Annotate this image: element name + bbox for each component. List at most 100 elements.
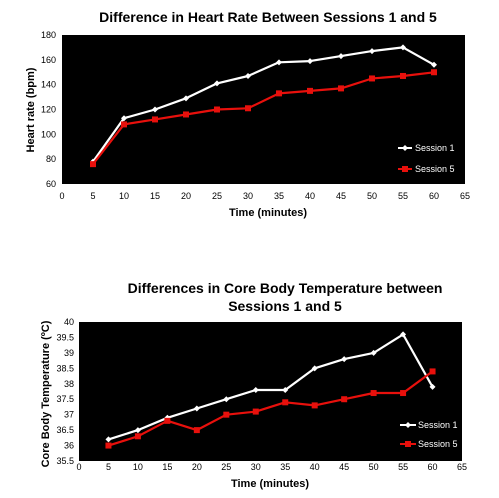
data-point-session1: [193, 405, 200, 412]
y-tick-label: 38: [64, 379, 74, 389]
y-tick-label: 38.5: [56, 363, 74, 373]
data-point-session5: [121, 121, 127, 128]
y-tick-labels: 35.5 36 36.5 37 37.5 38 38.5 39 39.5 40: [56, 317, 74, 466]
x-tick-label: 20: [192, 462, 202, 472]
chart-core-temperature: Differences in Core Body Temperature bet…: [40, 280, 467, 490]
x-tick-label: 50: [367, 191, 377, 201]
x-tick-labels: 0 5 10 15 20 25 30 35 40 45 50 55 60 65: [76, 462, 467, 472]
y-tick-label: 140: [41, 80, 56, 90]
data-point-session1: [282, 386, 289, 393]
data-point-session1: [338, 53, 344, 60]
data-point-session1: [152, 106, 158, 113]
series-line-session1: [108, 333, 434, 441]
data-point-session1: [183, 95, 189, 102]
y-axis-label: Core Body Temperature (ºC): [40, 320, 52, 467]
data-point-session1: [214, 80, 220, 87]
data-point-session1: [400, 44, 406, 51]
data-point-session1: [341, 356, 348, 363]
data-point-session5: [370, 390, 377, 397]
x-tick-label: 10: [133, 462, 143, 472]
data-point-session5: [431, 69, 437, 76]
x-tick-label: 50: [369, 462, 379, 472]
data-point-session5: [134, 433, 141, 440]
x-tick-label: 5: [106, 462, 111, 472]
x-tick-label: 35: [280, 462, 290, 472]
plot-area: [62, 35, 465, 184]
x-tick-label: 15: [150, 191, 160, 201]
data-point-session5: [252, 408, 259, 415]
series-line-session1: [92, 46, 435, 163]
data-point-session5: [152, 116, 158, 123]
y-tick-label: 100: [41, 129, 56, 139]
y-tick-label: 160: [41, 55, 56, 65]
y-tick-labels: 60 80 100 120 140 160 180: [41, 30, 56, 189]
x-tick-label: 35: [274, 191, 284, 201]
chart-heart-rate: Difference in Heart Rate Between Session…: [25, 9, 470, 219]
x-tick-label: 0: [59, 191, 64, 201]
data-point-session5: [341, 396, 348, 403]
y-tick-label: 39: [64, 348, 74, 358]
data-point-session1: [105, 436, 112, 443]
x-tick-labels: 0 5 10 15 20 25 30 35 40 45 50 55 60 65: [59, 191, 470, 201]
plot-area: [79, 322, 462, 461]
y-tick-label: 36.5: [56, 425, 74, 435]
data-point-session5: [311, 402, 318, 409]
data-point-session1: [311, 365, 318, 372]
data-point-session5: [429, 368, 436, 375]
series-line-session5: [92, 71, 435, 165]
data-point-session1: [370, 349, 377, 356]
legend-marker-session1: [405, 422, 411, 428]
data-point-session1: [431, 61, 437, 68]
x-tick-label: 25: [221, 462, 231, 472]
data-point-session5: [276, 90, 282, 97]
y-tick-label: 37: [64, 410, 74, 420]
y-tick-label: 36: [64, 441, 74, 451]
legend-label: Session 1: [415, 143, 455, 153]
chart-title: Difference in Heart Rate Between Session…: [99, 9, 437, 25]
data-point-session5: [223, 411, 230, 418]
x-tick-label: 40: [310, 462, 320, 472]
x-tick-label: 30: [251, 462, 261, 472]
y-axis-label: Heart rate (bpm): [25, 67, 37, 152]
x-tick-label: 45: [339, 462, 349, 472]
data-point-session1: [276, 59, 282, 66]
data-point-session1: [429, 383, 436, 390]
legend-marker-session5: [405, 441, 411, 447]
legend-label: Session 5: [418, 439, 458, 449]
x-tick-label: 25: [212, 191, 222, 201]
data-point-session5: [214, 106, 220, 113]
data-point-session1: [134, 427, 141, 434]
y-tick-label: 35.5: [56, 456, 74, 466]
x-axis-label: Time (minutes): [229, 207, 307, 219]
x-tick-label: 55: [398, 191, 408, 201]
data-point-session5: [400, 72, 406, 79]
y-tick-label: 60: [46, 179, 56, 189]
data-point-session5: [369, 75, 375, 82]
data-point-session1: [245, 72, 251, 79]
data-point-session1: [369, 48, 375, 55]
x-tick-label: 40: [305, 191, 315, 201]
legend-label: Session 1: [418, 420, 458, 430]
data-point-session5: [307, 87, 313, 94]
data-point-session5: [105, 442, 112, 449]
data-point-session1: [223, 396, 230, 403]
y-tick-label: 39.5: [56, 332, 74, 342]
y-tick-label: 120: [41, 105, 56, 115]
data-point-session5: [183, 111, 189, 118]
data-point-session1: [121, 115, 127, 122]
x-tick-label: 65: [457, 462, 467, 472]
x-tick-label: 0: [76, 462, 81, 472]
data-point-session1: [307, 58, 313, 65]
data-point-session5: [338, 85, 344, 92]
series-group: [90, 44, 437, 168]
data-point-session5: [400, 390, 407, 397]
x-tick-label: 55: [398, 462, 408, 472]
chart-title: Differences in Core Body Temperature bet…: [128, 280, 443, 296]
x-tick-label: 15: [162, 462, 172, 472]
legend-marker-session1: [402, 145, 408, 151]
chart-subtitle: Sessions 1 and 5: [228, 298, 342, 314]
x-tick-label: 5: [90, 191, 95, 201]
x-tick-label: 60: [428, 462, 438, 472]
series-group: [105, 331, 436, 449]
